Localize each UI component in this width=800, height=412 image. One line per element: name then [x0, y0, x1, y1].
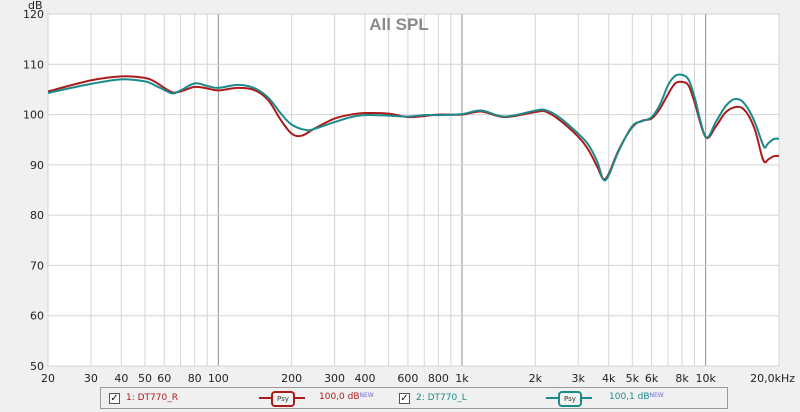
- legend-value-2: 100,1 dBNEW: [609, 392, 664, 402]
- x-tick-label: 1k: [455, 372, 469, 385]
- x-tick-label: 2k: [529, 372, 543, 385]
- y-axis-label: dB: [28, 0, 43, 12]
- checkbox-icon[interactable]: ✓: [399, 392, 410, 404]
- legend-value-text-1: 100,0 dB: [319, 392, 360, 402]
- y-tick-label: 50: [30, 360, 44, 373]
- x-tick-label: 3k: [572, 372, 586, 385]
- x-tick-label: 600: [397, 372, 418, 385]
- x-tick-label: 800: [428, 372, 449, 385]
- x-tick-labels: 20 30 40 50 60 80 100 200 300 400 600 800 1k 2k 3k 4k 5k…: [41, 372, 795, 385]
- series-lines: [47, 73, 780, 182]
- y-tick-label: 70: [30, 259, 44, 272]
- x-tick-label: 400: [355, 372, 376, 385]
- y-tick-label: 110: [23, 58, 44, 71]
- x-tick-label: 6k: [645, 372, 659, 385]
- legend-label-2: 2: DT770_L: [416, 393, 467, 403]
- plot-background: [47, 13, 780, 367]
- y-tick-labels: 50 60 70 80 90 100 110 120: [23, 8, 44, 373]
- series-style-swatch-2[interactable]: Psy: [546, 391, 592, 407]
- y-tick-label: 90: [30, 159, 44, 172]
- series-style-swatch-1[interactable]: Psy: [259, 391, 305, 407]
- y-tick-label: 60: [30, 310, 44, 323]
- new-badge-1: NEW: [359, 392, 374, 399]
- x-tick-label: 40: [114, 372, 128, 385]
- x-tick-label: 20: [41, 372, 55, 385]
- spl-chart: 50 60 70 80 90 100 110 120 20 30 40 50 60 80 100 200 30…: [23, 0, 795, 385]
- x-tick-label: 200: [281, 372, 302, 385]
- swatch-label-2: Psy: [558, 391, 582, 407]
- x-tick-label: 30: [84, 372, 98, 385]
- x-tick-label: 50: [138, 372, 152, 385]
- y-tick-label: 80: [30, 209, 44, 222]
- y-tick-label: 120: [23, 8, 44, 21]
- series-line-2: [47, 73, 780, 182]
- legend-label-1: 1: DT770_R: [126, 393, 178, 403]
- grid-lines: [47, 13, 780, 367]
- x-tick-label: 8k: [675, 372, 689, 385]
- swatch-label-1: Psy: [271, 391, 295, 407]
- legend-item-1[interactable]: ✓ 1: DT770_R: [109, 390, 178, 406]
- x-tick-label: 10k: [695, 372, 716, 385]
- new-badge-2: NEW: [649, 392, 664, 399]
- x-tick-label: 60: [157, 372, 171, 385]
- x-tick-label: 20,0kHz: [750, 372, 795, 385]
- y-tick-label: 100: [23, 109, 44, 122]
- x-tick-label: 100: [208, 372, 229, 385]
- x-tick-label: 300: [324, 372, 345, 385]
- x-tick-label: 5k: [626, 372, 640, 385]
- legend: ✓ 1: DT770_R Psy 100,0 dBNEW ✓ 2: DT770_…: [100, 387, 728, 409]
- legend-value-text-2: 100,1 dB: [609, 392, 650, 402]
- x-tick-label: 80: [188, 372, 202, 385]
- series-line-1: [47, 75, 780, 181]
- checkbox-icon[interactable]: ✓: [109, 392, 120, 404]
- chart-title: All SPL: [369, 15, 429, 34]
- legend-value-1: 100,0 dBNEW: [319, 392, 374, 402]
- legend-item-2[interactable]: ✓ 2: DT770_L: [399, 390, 467, 406]
- x-tick-label: 4k: [602, 372, 616, 385]
